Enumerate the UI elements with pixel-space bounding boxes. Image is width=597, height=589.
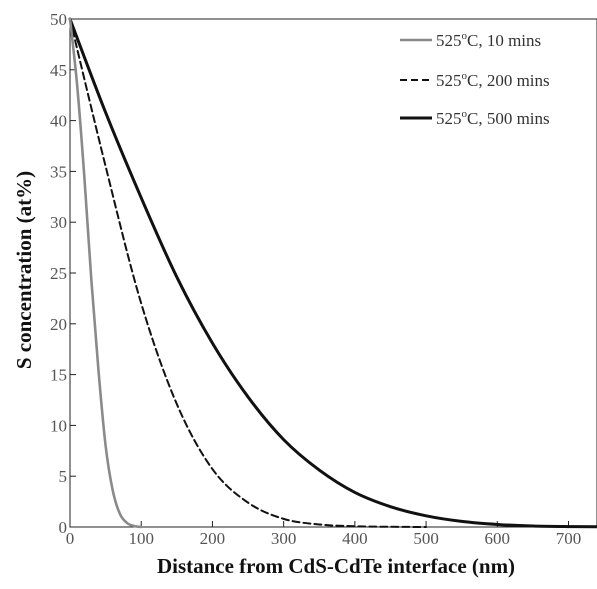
x-tick-label: 0 xyxy=(66,529,75,548)
x-tick-label: 100 xyxy=(128,529,154,548)
plot-frame xyxy=(69,18,597,528)
y-tick-label: 35 xyxy=(50,162,67,181)
y-tick-label: 5 xyxy=(59,467,68,486)
y-tick-label: 25 xyxy=(50,264,67,283)
y-tick-label: 15 xyxy=(50,366,67,385)
legend-label-2: 525oC, 200 mins xyxy=(436,70,550,90)
series-line-2 xyxy=(69,18,428,528)
x-tick-label: 700 xyxy=(556,529,582,548)
x-tick-label: 300 xyxy=(271,529,297,548)
y-tick-label: 30 xyxy=(50,213,67,232)
x-tick-label: 200 xyxy=(200,529,226,548)
axes-layer: 0 100 200 300 400 500 600 700 0 5 10 15 20 25 30 35 40 45… xyxy=(50,10,597,548)
y-tick-label: 0 xyxy=(59,518,68,537)
x-axis-label: Distance from CdS-CdTe interface (nm) xyxy=(157,554,515,578)
series-line-3 xyxy=(68,17,597,529)
x-tick-label: 400 xyxy=(342,529,368,548)
y-axis-label: S concentration (at%) xyxy=(12,171,36,369)
y-tick-label: 20 xyxy=(50,315,67,334)
y-tick-label: 40 xyxy=(50,112,67,131)
series-layer xyxy=(68,17,597,529)
y-tick-label: 10 xyxy=(50,416,67,435)
legend-label-1: 525oC, 10 mins xyxy=(436,30,541,50)
legend: 525oC, 10 mins 525oC, 200 mins 525oC, 500 … xyxy=(400,30,550,128)
x-tick-label: 600 xyxy=(485,529,511,548)
y-tick-label: 50 xyxy=(50,10,67,29)
x-tick-label: 500 xyxy=(413,529,439,548)
y-tick-label: 45 xyxy=(50,61,67,80)
series-line-1 xyxy=(68,17,143,529)
legend-label-3: 525oC, 500 mins xyxy=(436,108,550,128)
